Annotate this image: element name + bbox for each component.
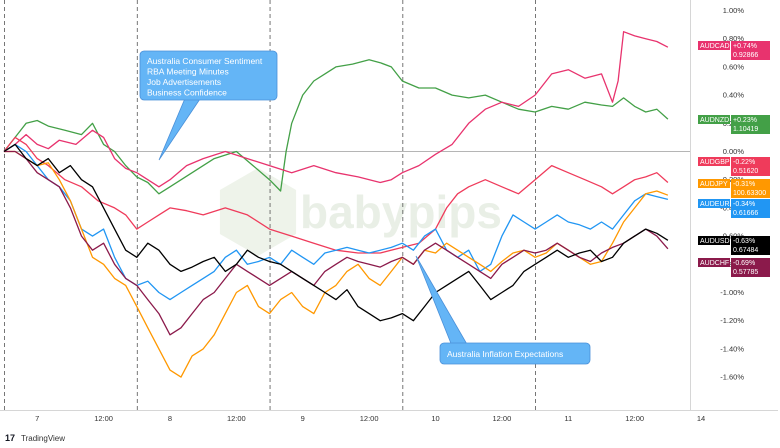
tag-symbol: AUDNZD — [700, 117, 729, 124]
tag-price: 0.67484 — [733, 247, 758, 254]
watermark-logo — [219, 168, 297, 256]
tag-price: 100.63300 — [733, 190, 766, 197]
tag-symbol: AUDCHF — [700, 260, 729, 267]
x-tick-label: 12:00 — [227, 414, 246, 423]
x-tick-label: 10 — [431, 414, 439, 423]
price-tag-audnzd: AUDNZD +0.23% 1.10419 — [698, 115, 770, 134]
x-tick-label: 12:00 — [94, 414, 113, 423]
tag-change: -0.31% — [733, 181, 755, 188]
price-tag-audjpy: AUDJPY -0.31% 100.63300 — [698, 179, 770, 198]
price-tag-audusd: AUDUSD -0.63% 0.67484 — [698, 236, 770, 255]
annotation-line: Australia Inflation Expectations — [447, 349, 563, 359]
annotation-line: Australia Consumer Sentiment — [147, 56, 263, 66]
x-tick-label: 12:00 — [360, 414, 379, 423]
tag-symbol: AUDUSD — [700, 238, 730, 245]
price-tag-audeur: AUDEUR -0.34% 0.61666 — [698, 199, 770, 218]
annotation-line: Job Advertisements — [147, 77, 221, 87]
x-tick-label: 11 — [564, 414, 572, 423]
series-line-audusd — [3, 143, 669, 322]
annotation-line: RBA Meeting Minutes — [147, 67, 229, 77]
x-tick-label: 12:00 — [625, 414, 644, 423]
annotation-inflation-expectations: Australia Inflation Expectations — [415, 255, 591, 365]
tag-price: 0.61666 — [733, 210, 758, 217]
y-tick-label: -1.40% — [720, 344, 744, 353]
tag-change: -0.22% — [733, 159, 755, 166]
y-tick-label: -1.60% — [720, 373, 744, 382]
y-tick-label: 0.60% — [723, 62, 745, 71]
tag-price: 0.51620 — [733, 168, 758, 175]
watermark-text: babypips — [300, 186, 502, 238]
series-line-audeur — [3, 143, 669, 301]
series-line-audcad — [3, 31, 669, 188]
y-tick-label: 1.00% — [723, 6, 745, 15]
tag-symbol: AUDJPY — [700, 181, 728, 188]
tag-change: +0.74% — [733, 43, 757, 50]
tag-price: 1.10419 — [733, 126, 758, 133]
y-tick-label: -1.00% — [720, 288, 744, 297]
x-tick-label: 8 — [168, 414, 172, 423]
tag-symbol: AUDCAD — [700, 43, 730, 50]
price-tag-audchf: AUDCHF -0.69% 0.57785 — [698, 258, 770, 277]
x-tick-label: 14 — [697, 414, 705, 423]
event-lines — [4, 0, 536, 410]
price-tag-audgbp: AUDGBP -0.22% 0.51620 — [698, 157, 770, 176]
price-tag-audcad: AUDCAD +0.74% 0.92866 — [698, 41, 770, 60]
x-tick-label: 7 — [35, 414, 39, 423]
series-line-audchf — [4, 150, 669, 336]
tradingview-logo: 17 — [5, 433, 15, 443]
tag-price: 0.57785 — [733, 269, 758, 276]
tradingview-label: TradingView — [21, 434, 65, 443]
y-tick-label: 0.80% — [723, 34, 745, 43]
tag-change: -0.69% — [733, 260, 755, 267]
tag-symbol: AUDGBP — [700, 159, 730, 166]
y-tick-label: 0.00% — [723, 147, 745, 156]
x-tick-label: 9 — [301, 414, 305, 423]
tag-price: 0.92866 — [733, 52, 758, 59]
series-line-audnzd — [3, 59, 669, 195]
series-layer — [3, 31, 669, 378]
tradingview-footer: 17 TradingView — [5, 433, 65, 443]
x-tick-label: 12:00 — [493, 414, 512, 423]
tag-change: +0.23% — [733, 117, 757, 124]
tag-change: -0.34% — [733, 201, 755, 208]
tag-symbol: AUDEUR — [700, 201, 730, 208]
plot-frame — [0, 0, 778, 411]
tag-change: -0.63% — [733, 238, 755, 245]
y-tick-label: -1.20% — [720, 316, 744, 325]
x-axis: 7 12:00 8 12:00 9 12:00 10 12:00 11 12:00 14 — [35, 414, 705, 423]
y-tick-label: 0.40% — [723, 91, 745, 100]
babypips-watermark: babypips — [219, 168, 502, 256]
annotation-line: Business Confidence — [147, 88, 227, 98]
